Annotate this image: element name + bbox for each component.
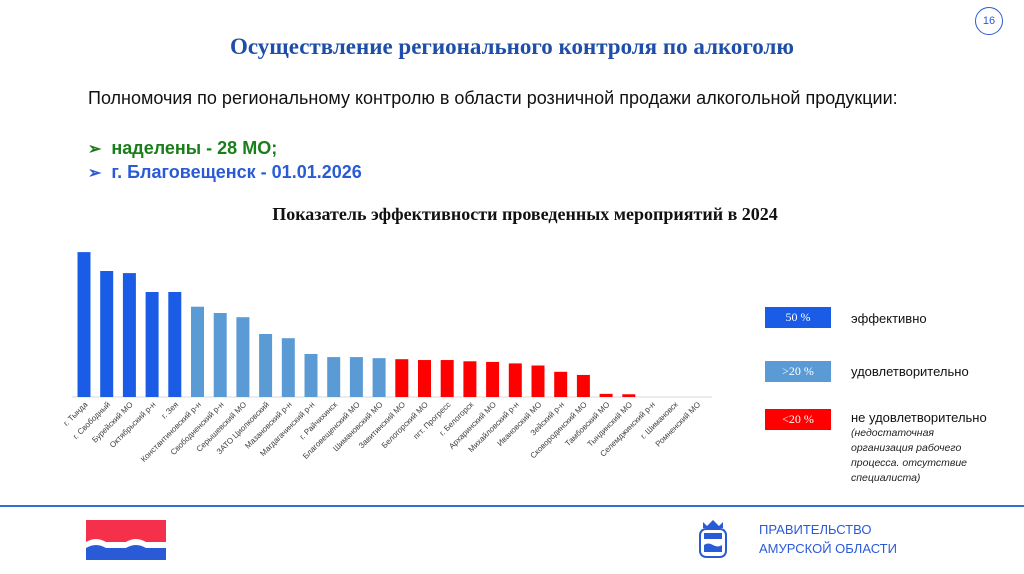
bar (463, 361, 477, 397)
bar (576, 374, 590, 397)
legend-swatch-unsatisfactory: <20 % (765, 409, 831, 430)
page-title: Осуществление регионального контроля по … (230, 34, 794, 59)
bar (349, 357, 363, 397)
bar (486, 361, 500, 397)
bar (599, 393, 613, 397)
bar (281, 338, 295, 397)
bullet-item: ➢ г. Благовещенск - 01.01.2026 (88, 162, 362, 183)
legend-note: (недостаточная организация рабочего проц… (851, 427, 967, 484)
org-line-1: ПРАВИТЕЛЬСТВО (759, 522, 872, 537)
bar (554, 371, 568, 397)
org-line-2: АМУРСКОЙ ОБЛАСТИ (759, 541, 897, 556)
bar (191, 306, 204, 397)
bar (213, 313, 227, 397)
bullet-text: г. Благовещенск - 01.01.2026 (111, 162, 362, 182)
bar (168, 292, 182, 397)
bar (236, 317, 250, 397)
legend-label-effective: эффективно (851, 311, 927, 326)
bar (77, 252, 91, 397)
bar (122, 273, 136, 397)
chart-title: Показатель эффективности проведенных мер… (272, 204, 778, 224)
bar (304, 353, 318, 397)
bar (508, 363, 522, 397)
arrow-bullet-icon: ➢ (88, 140, 102, 158)
legend-swatch-satisfactory: >20 % (765, 361, 831, 382)
legend-swatch-effective: 50 % (765, 307, 831, 328)
bar (440, 360, 454, 397)
bar (327, 357, 341, 397)
bar (622, 394, 636, 397)
bar (372, 358, 386, 397)
bullet-item: ➢ наделены - 28 МО; (88, 138, 277, 159)
bar (395, 359, 409, 397)
bullet-text: наделены - 28 МО; (111, 138, 278, 158)
page-number: 16 (975, 7, 1003, 35)
bar (531, 365, 545, 397)
amur-flag-logo (86, 520, 166, 560)
organization-name: ПРАВИТЕЛЬСТВО АМУРСКОЙ ОБЛАСТИ (759, 520, 897, 558)
bar (145, 292, 159, 397)
footer-divider (0, 505, 1024, 507)
legend-label-satisfactory: удовлетворительно (851, 364, 969, 379)
intro-text: Полномочия по региональному контролю в о… (88, 88, 898, 108)
amur-emblem-icon (699, 520, 727, 558)
arrow-bullet-icon: ➢ (88, 164, 102, 182)
x-tick-label: г. Зея (160, 400, 181, 421)
bar (418, 360, 431, 397)
bar (259, 334, 273, 397)
bar (100, 271, 114, 397)
legend-label-unsatisfactory: не удовлетворительно (851, 410, 987, 425)
